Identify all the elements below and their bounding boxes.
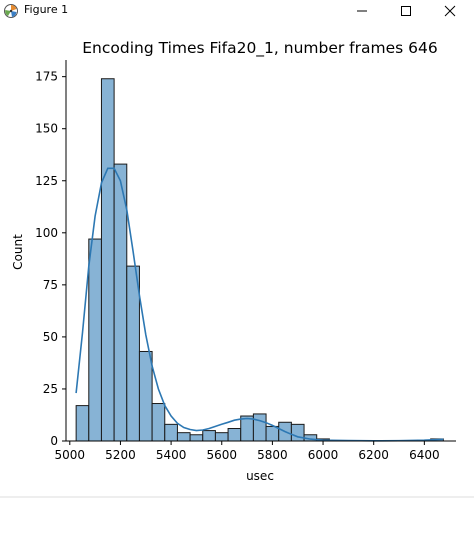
x-tick-label: 5200	[105, 448, 136, 462]
y-tick-label: 100	[35, 226, 58, 240]
y-tick-label: 25	[43, 382, 58, 396]
histogram-bar	[100, 78, 115, 442]
histogram-bar	[151, 403, 166, 442]
matplotlib-app-icon	[4, 4, 18, 18]
kde-curve	[75, 167, 444, 442]
histogram-bar	[126, 265, 140, 442]
y-axis-label: Count	[11, 234, 25, 270]
maximize-icon	[401, 6, 411, 16]
histogram-chart: Encoding Times Fifa20_1, number frames 6…	[11, 39, 456, 483]
histogram-bar	[138, 350, 153, 442]
histogram-bar	[189, 434, 204, 442]
x-tick-label: 5800	[257, 448, 288, 462]
histogram-bar	[164, 423, 178, 442]
histogram-bar	[202, 430, 216, 442]
chart-title: Encoding Times Fifa20_1, number frames 6…	[82, 39, 438, 58]
y-tick-label: 75	[43, 278, 58, 292]
y-tick-label: 50	[43, 330, 58, 344]
maximize-button[interactable]	[384, 0, 428, 22]
y-tick-label: 125	[35, 174, 58, 188]
x-tick-label: 6400	[409, 448, 440, 462]
histogram-bar	[214, 432, 229, 442]
figure-canvas: Encoding Times Fifa20_1, number frames 6…	[0, 22, 474, 496]
minimize-icon	[357, 10, 367, 12]
y-axis-ticks: 0 25 50 75 100 125 150 175	[35, 70, 66, 448]
histogram-bar	[240, 415, 254, 442]
x-axis-ticks: 5000 5200 5400 5600 5800 6000 6200 6400	[55, 441, 440, 462]
y-tick-label: 175	[35, 70, 58, 84]
histogram-bar	[290, 423, 305, 442]
window-titlebar: Figure 1	[0, 0, 474, 22]
histogram-bar	[227, 428, 242, 442]
histogram-bar	[252, 413, 267, 442]
histogram-bar	[176, 432, 191, 442]
close-button[interactable]	[428, 0, 472, 22]
histogram-bar	[265, 425, 280, 442]
window-title: Figure 1	[24, 3, 69, 16]
histogram-bar	[75, 405, 90, 442]
x-tick-label: 5400	[156, 448, 187, 462]
x-tick-label: 6000	[308, 448, 339, 462]
y-tick-label: 0	[50, 434, 58, 448]
histogram-bar	[113, 163, 128, 442]
histogram-bars	[75, 78, 444, 442]
minimize-button[interactable]	[340, 0, 384, 22]
close-icon	[444, 5, 456, 17]
x-tick-label: 5600	[206, 448, 237, 462]
histogram-bar	[88, 238, 102, 442]
x-tick-label: 5000	[55, 448, 86, 462]
y-tick-label: 150	[35, 122, 58, 136]
window-bottom-separator	[0, 496, 474, 498]
x-tick-label: 6200	[358, 448, 389, 462]
x-axis-label: usec	[246, 469, 274, 483]
